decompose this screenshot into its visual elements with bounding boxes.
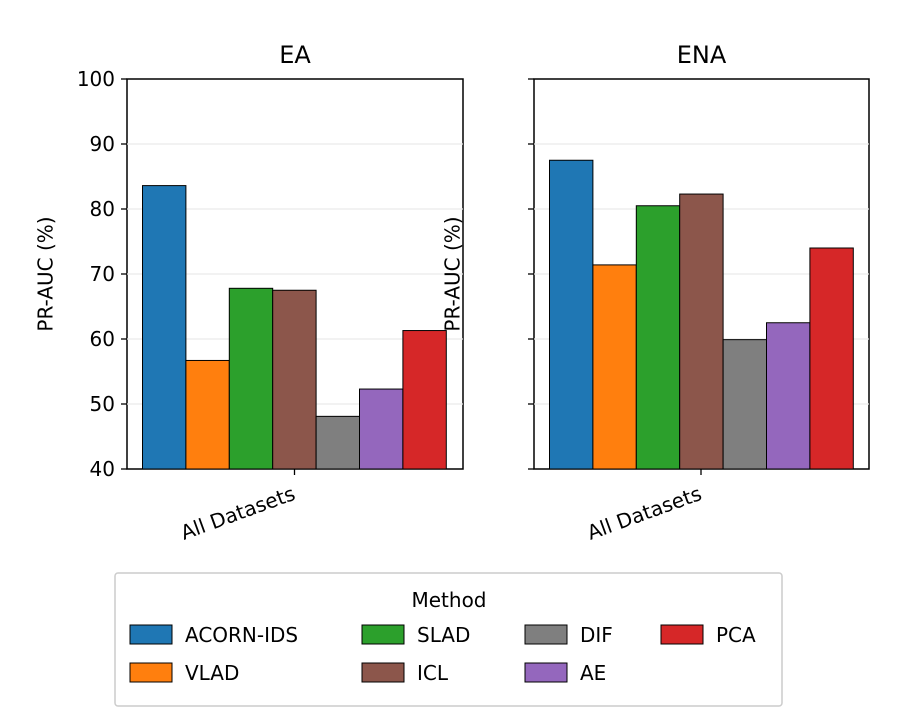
legend-swatch-vlad	[129, 662, 173, 683]
ena-bar-icl	[679, 193, 724, 470]
ea-ytick-label-50: 50	[90, 392, 115, 416]
legend-swatch-slad	[361, 624, 405, 645]
legend-swatch-acorn-ids	[129, 624, 173, 645]
legend-swatch-pca	[660, 624, 704, 645]
ea-x-tick-label: All Datasets	[177, 481, 298, 545]
legend-label-icl: ICL	[417, 661, 449, 685]
subplot-ena: ENA PR-AUC (%) All Datasets	[441, 41, 870, 545]
legend-label-pca: PCA	[716, 623, 756, 647]
ea-bar-icl	[272, 289, 317, 470]
ea-ytick-label-90: 90	[90, 132, 115, 156]
ea-bar-dif	[315, 415, 361, 470]
ena-x-tick-label: All Datasets	[584, 481, 705, 545]
ea-title: EA	[279, 41, 311, 69]
ea-bars	[142, 185, 447, 470]
legend-swatch-ae	[524, 662, 568, 683]
legend-swatch-dif	[524, 624, 568, 645]
ea-bar-slad	[228, 287, 274, 470]
ena-title: ENA	[677, 41, 727, 69]
legend-label-vlad: VLAD	[185, 661, 239, 685]
ea-ytick-label-70: 70	[90, 262, 115, 286]
ena-ylabel: PR-AUC (%)	[441, 216, 465, 331]
ena-bar-ae	[766, 322, 811, 470]
ena-bar-acorn-ids	[549, 159, 594, 470]
ena-bar-pca	[809, 247, 854, 470]
ena-bars	[549, 159, 854, 470]
ena-bar-vlad	[592, 264, 637, 470]
subplot-ea: EA PR-AUC (%) 40 50 60 70 80 90 100 All Datase…	[34, 41, 464, 545]
ea-ytick-label-40: 40	[90, 457, 115, 481]
legend: Method ACORN-IDS VLAD SLAD ICL DIF AE PCA	[114, 572, 783, 707]
ea-bar-ae	[359, 388, 404, 470]
ea-x-ticks: All Datasets	[177, 469, 298, 545]
ea-bar-vlad	[185, 359, 230, 470]
ea-ylabel: PR-AUC (%)	[34, 216, 58, 331]
legend-box	[114, 572, 783, 707]
legend-title: Method	[411, 588, 486, 612]
ea-y-ticks: 40 50 60 70 80 90 100	[77, 67, 127, 481]
legend-label-acorn-ids: ACORN-IDS	[185, 623, 298, 647]
ea-ytick-label-60: 60	[90, 327, 115, 351]
legend-label-dif: DIF	[580, 623, 613, 647]
ea-ytick-label-100: 100	[77, 67, 115, 91]
ena-bar-slad	[635, 205, 681, 470]
legend-items: ACORN-IDS VLAD SLAD ICL DIF AE PCA	[129, 623, 756, 685]
ena-y-ticks	[528, 78, 534, 470]
ea-bar-pca	[402, 330, 447, 470]
legend-label-slad: SLAD	[417, 623, 470, 647]
ena-x-ticks: All Datasets	[584, 469, 705, 545]
ena-bar-dif	[722, 339, 767, 470]
legend-swatch-icl	[361, 662, 405, 683]
legend-label-ae: AE	[580, 661, 606, 685]
ea-bar-acorn-ids	[142, 185, 187, 470]
ea-ytick-label-80: 80	[90, 197, 115, 221]
